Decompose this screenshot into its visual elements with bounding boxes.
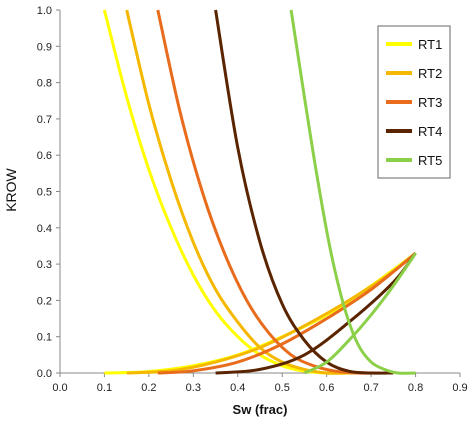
series-line-rt4-krow (214, 9, 394, 375)
series-line-rt1-krow (102, 9, 372, 375)
y-tick-label: 0.0 (37, 368, 52, 380)
y-tick-label: 0.4 (37, 223, 52, 235)
x-tick-label: 0.4 (230, 382, 245, 394)
legend-label-rt2: RT2 (418, 66, 442, 81)
x-tick-label: 0.7 (363, 382, 378, 394)
legend-label-rt1: RT1 (418, 37, 442, 52)
legend-label-rt3: RT3 (418, 95, 442, 110)
x-tick-label: 0.3 (186, 382, 201, 394)
y-tick-label: 0.2 (37, 295, 52, 307)
series-line-rt4-krw (215, 252, 417, 375)
y-tick-label: 0.6 (37, 150, 52, 162)
series-lines (102, 9, 417, 375)
y-axis-title: KROW (3, 167, 19, 211)
y-tick-label: 0.3 (37, 259, 52, 271)
series-line-rt3-krow (156, 9, 381, 375)
series-line-rt2-krow (125, 9, 372, 375)
x-tick-label: 0.1 (97, 382, 112, 394)
y-tick-label: 0.9 (37, 41, 52, 53)
x-tick-label: 0.9 (452, 382, 467, 394)
x-tick-label: 0.6 (319, 382, 334, 394)
x-tick-label: 0.8 (408, 382, 423, 394)
series-line-rt3-krw (157, 252, 417, 375)
x-axis-title: Sw (frac) (233, 402, 288, 417)
legend-label-rt5: RT5 (418, 153, 442, 168)
legend-label-rt4: RT4 (418, 124, 442, 139)
x-tick-label: 0.2 (141, 382, 156, 394)
series-line-rt5-krow (289, 9, 416, 375)
y-tick-label: 0.1 (37, 332, 52, 344)
series-line-rt5-krw (303, 252, 417, 375)
y-tick-label: 0.7 (37, 114, 52, 126)
axes: 0.0 0.1 0.2 0.3 0.4 0.5 0.6 0.7 0.8 0.9 1.0 0.0 0.1 0… (37, 5, 468, 394)
y-tick-label: 1.0 (37, 5, 52, 17)
x-tick-label: 0.5 (275, 382, 290, 394)
y-tick-label: 0.8 (37, 78, 52, 90)
y-tick-label: 0.5 (37, 187, 52, 199)
x-tick-label: 0.0 (52, 382, 67, 394)
legend: RT1 RT2 RT3 RT4 RT5 (377, 25, 451, 179)
